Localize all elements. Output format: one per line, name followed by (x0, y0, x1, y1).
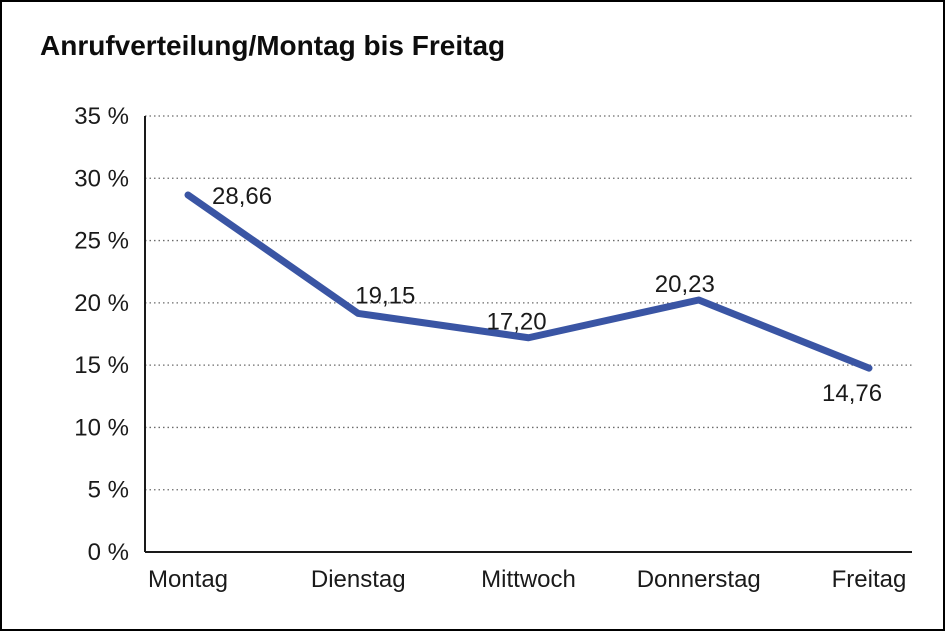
data-line (184, 191, 873, 372)
y-tick-label: 15 % (74, 352, 129, 379)
x-tick-label: Donnerstag (637, 566, 761, 593)
y-tick-label: 0 % (88, 539, 129, 566)
data-point-label: 17,20 (487, 309, 547, 336)
y-tick-label: 10 % (74, 414, 129, 441)
y-tick-label: 25 % (74, 228, 129, 255)
x-tick-label: Freitag (832, 566, 907, 593)
chart-title: Anrufverteilung/Montag bis Freitag (40, 30, 506, 61)
y-tick-label: 35 % (74, 103, 129, 130)
y-tick-label: 5 % (88, 477, 129, 504)
x-tick-label: Montag (148, 566, 228, 593)
data-point-label: 20,23 (655, 271, 715, 298)
y-tick-label: 30 % (74, 165, 129, 192)
data-point-label: 19,15 (355, 282, 415, 309)
x-tick-label: Dienstag (311, 566, 406, 593)
y-tick-label: 20 % (74, 290, 129, 317)
data-point-label: 28,66 (212, 183, 272, 210)
x-tick-label: Mittwoch (481, 566, 576, 593)
data-point-label: 14,76 (822, 380, 882, 407)
